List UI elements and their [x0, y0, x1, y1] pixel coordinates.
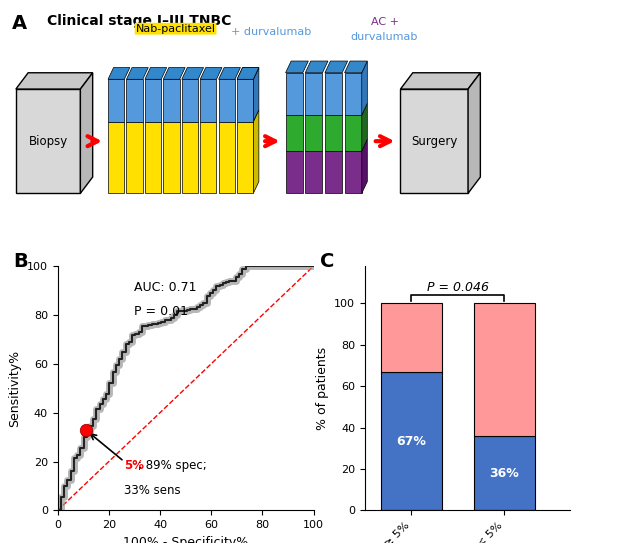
Text: 33% sens: 33% sens [124, 483, 180, 496]
Polygon shape [362, 61, 367, 115]
Bar [200, 122, 216, 193]
Text: AC +: AC + [371, 17, 399, 27]
Polygon shape [237, 67, 259, 79]
Bar [325, 115, 342, 151]
Bar [344, 115, 362, 151]
Bar [237, 79, 253, 122]
Polygon shape [237, 67, 259, 79]
Y-axis label: Sensitivity%: Sensitivity% [8, 350, 21, 427]
Bar [474, 304, 534, 436]
Bar [305, 115, 323, 151]
Bar [219, 79, 235, 122]
Polygon shape [145, 67, 166, 79]
Bar [285, 73, 303, 115]
Bar [219, 122, 235, 193]
Polygon shape [468, 73, 481, 193]
Polygon shape [108, 67, 130, 79]
Text: Biopsy: Biopsy [29, 135, 68, 148]
Text: Nab-paclitaxel: Nab-paclitaxel [136, 24, 216, 34]
Text: 67%: 67% [396, 434, 426, 447]
Bar [344, 73, 362, 115]
Bar [108, 122, 124, 193]
FancyBboxPatch shape [401, 89, 468, 193]
Bar [305, 151, 323, 193]
Text: AUC: 0.71: AUC: 0.71 [134, 281, 197, 294]
Polygon shape [285, 61, 308, 73]
Bar [285, 115, 303, 151]
Polygon shape [253, 110, 259, 193]
Polygon shape [401, 73, 481, 89]
Text: Surgery: Surgery [411, 135, 458, 148]
X-axis label: 100% - Specificity%: 100% - Specificity% [123, 536, 248, 543]
Bar [381, 304, 442, 371]
Bar [285, 151, 303, 193]
Bar [163, 79, 180, 122]
Text: P = 0.01: P = 0.01 [134, 305, 188, 318]
Text: C: C [320, 252, 334, 272]
Bar [305, 73, 323, 115]
Bar [237, 122, 253, 193]
Bar [182, 122, 198, 193]
Bar [127, 79, 143, 122]
Text: B: B [13, 252, 28, 272]
Polygon shape [182, 67, 204, 79]
Bar [381, 371, 442, 510]
Text: ; 89% spec;: ; 89% spec; [138, 459, 207, 472]
Polygon shape [344, 61, 367, 73]
Polygon shape [163, 67, 185, 79]
Polygon shape [219, 67, 241, 79]
Polygon shape [362, 139, 367, 193]
Text: P = 0.046: P = 0.046 [427, 281, 489, 294]
Text: 36%: 36% [490, 466, 519, 479]
Text: Clinical stage I–III TNBC: Clinical stage I–III TNBC [47, 14, 231, 28]
Text: 5%: 5% [124, 459, 144, 472]
Polygon shape [16, 73, 93, 89]
Bar [163, 122, 180, 193]
Bar [344, 151, 362, 193]
Polygon shape [305, 61, 328, 73]
Polygon shape [325, 61, 348, 73]
Bar [474, 436, 534, 510]
Bar [325, 73, 342, 115]
Polygon shape [200, 67, 222, 79]
Polygon shape [253, 67, 259, 122]
Polygon shape [127, 67, 148, 79]
Polygon shape [81, 73, 93, 193]
Bar [127, 122, 143, 193]
Text: durvalumab: durvalumab [351, 32, 418, 42]
Bar [108, 79, 124, 122]
Bar [182, 79, 198, 122]
Bar [200, 79, 216, 122]
Text: A: A [12, 14, 28, 33]
FancyBboxPatch shape [16, 89, 81, 193]
Bar [145, 122, 161, 193]
Bar [145, 79, 161, 122]
Text: + durvalumab: + durvalumab [231, 27, 311, 37]
Y-axis label: % of patients: % of patients [316, 346, 328, 430]
Polygon shape [362, 103, 367, 151]
Bar [325, 151, 342, 193]
